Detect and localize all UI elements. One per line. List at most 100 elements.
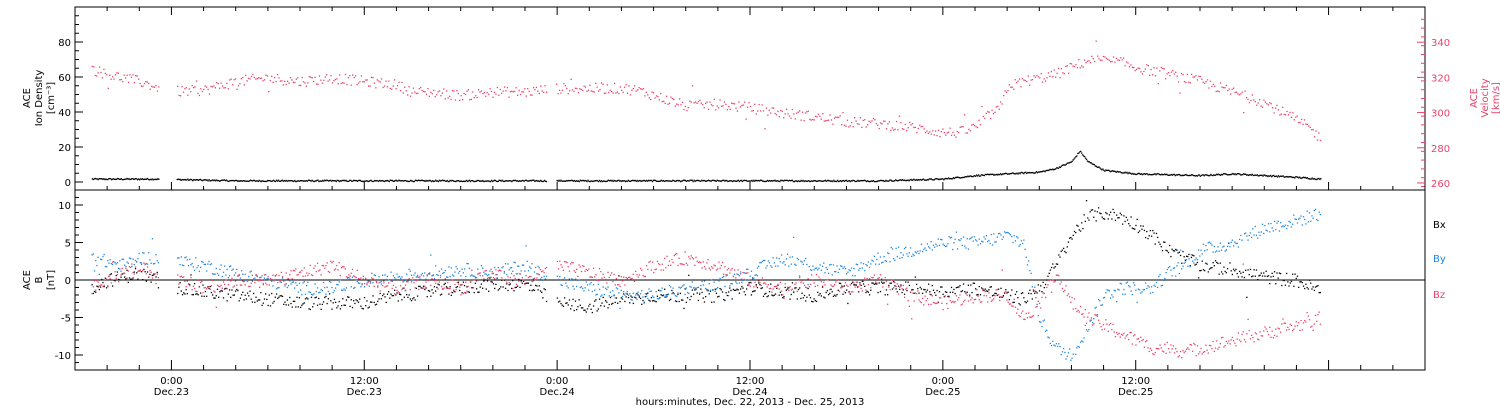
b-by-point <box>313 293 315 295</box>
velocity-point <box>849 125 851 127</box>
velocity-point <box>282 84 284 86</box>
b-by-point <box>1296 222 1299 224</box>
b-bx-point <box>224 288 226 290</box>
b-bx-point <box>727 291 730 293</box>
b-bx-point <box>884 294 886 296</box>
density-point <box>577 180 580 182</box>
density-point <box>230 179 232 182</box>
b-by-point <box>1018 245 1020 247</box>
b-by-point <box>1105 292 1107 294</box>
b-bx-point <box>801 292 803 294</box>
b-by-point <box>725 275 727 277</box>
b-bz-point <box>154 273 156 275</box>
density-point <box>154 178 156 181</box>
b-bx-point <box>1241 276 1243 278</box>
b-bx-point <box>1295 277 1297 280</box>
density-point <box>120 178 122 180</box>
b-by-point <box>736 282 738 284</box>
velocity-point <box>323 79 325 81</box>
b-bz-point <box>236 284 238 286</box>
b-by-point <box>1185 259 1188 261</box>
b-bz-point <box>148 276 150 278</box>
b-bz-point <box>108 275 110 277</box>
b-bx-point <box>334 301 337 304</box>
b-bx-point <box>807 287 809 290</box>
velocity-point <box>509 91 512 93</box>
b-by-point <box>401 276 403 278</box>
b-bx-point <box>347 296 349 298</box>
b-by-point <box>286 286 289 289</box>
density-point <box>677 179 679 182</box>
b-bz-point <box>541 270 543 273</box>
velocity-point <box>825 120 827 122</box>
b-bz-point <box>490 268 492 270</box>
b-by-point <box>128 257 131 259</box>
b-bz-point <box>852 291 854 293</box>
density-point <box>470 179 472 182</box>
density-point <box>509 180 511 182</box>
b-by-point <box>297 291 299 293</box>
b-bx-point <box>1234 270 1236 272</box>
density-point <box>1184 174 1186 176</box>
b-bz-point <box>671 258 673 261</box>
b-bx-point <box>671 289 673 292</box>
density-point <box>1212 174 1214 177</box>
b-by-point <box>102 255 104 258</box>
b-by-point <box>990 233 992 236</box>
b-bz-point <box>697 261 700 264</box>
velocity-point <box>739 106 742 108</box>
velocity-point <box>809 118 811 120</box>
b-by-point <box>961 244 964 246</box>
density-point <box>624 180 627 183</box>
velocity-point <box>151 85 153 88</box>
velocity-point <box>389 87 391 90</box>
b-by-point <box>291 281 293 284</box>
b-bx-point <box>846 289 848 291</box>
density-point <box>434 180 436 183</box>
velocity-point <box>606 84 608 86</box>
velocity-point <box>1209 80 1212 82</box>
density-point <box>735 180 738 182</box>
velocity-point <box>1124 65 1126 67</box>
density-point <box>1230 173 1232 176</box>
velocity-point <box>1193 76 1196 78</box>
b-bx-point <box>409 298 411 300</box>
b-bz-point <box>862 280 865 283</box>
density-point <box>1010 172 1012 175</box>
velocity-point <box>1206 79 1209 81</box>
b-by-point <box>218 274 220 276</box>
b-bx-point <box>445 286 448 288</box>
density-point <box>712 179 715 181</box>
b-bz-point <box>395 286 397 288</box>
b-by-point <box>522 264 525 266</box>
density-point <box>372 180 374 183</box>
velocity-point <box>208 93 211 95</box>
density-point <box>490 179 493 181</box>
density-point <box>176 178 178 181</box>
density-point <box>477 179 479 182</box>
density-point <box>1216 173 1218 175</box>
b-by-point <box>633 296 636 298</box>
b-bx-point <box>214 297 216 299</box>
b-bx-point <box>977 293 979 296</box>
density-point <box>429 179 431 181</box>
velocity-point <box>203 88 205 91</box>
b-bx-point <box>901 291 903 294</box>
b-bz-point <box>111 261 114 263</box>
b-bx-point <box>615 297 618 299</box>
density-point <box>223 179 226 181</box>
b-bx-point <box>218 296 220 298</box>
density-point <box>786 179 788 182</box>
b-by-point <box>852 274 854 277</box>
density-point <box>637 180 639 183</box>
b-bz-point <box>415 279 418 282</box>
velocity-point <box>483 91 485 94</box>
b-bz-point <box>375 282 378 284</box>
density-point <box>126 177 128 180</box>
b-bx-point <box>479 286 481 288</box>
density-point <box>336 179 338 181</box>
velocity-point <box>582 89 584 92</box>
velocity-point <box>385 80 387 82</box>
b-bx-point <box>351 306 354 309</box>
b-bx-point <box>95 291 97 293</box>
